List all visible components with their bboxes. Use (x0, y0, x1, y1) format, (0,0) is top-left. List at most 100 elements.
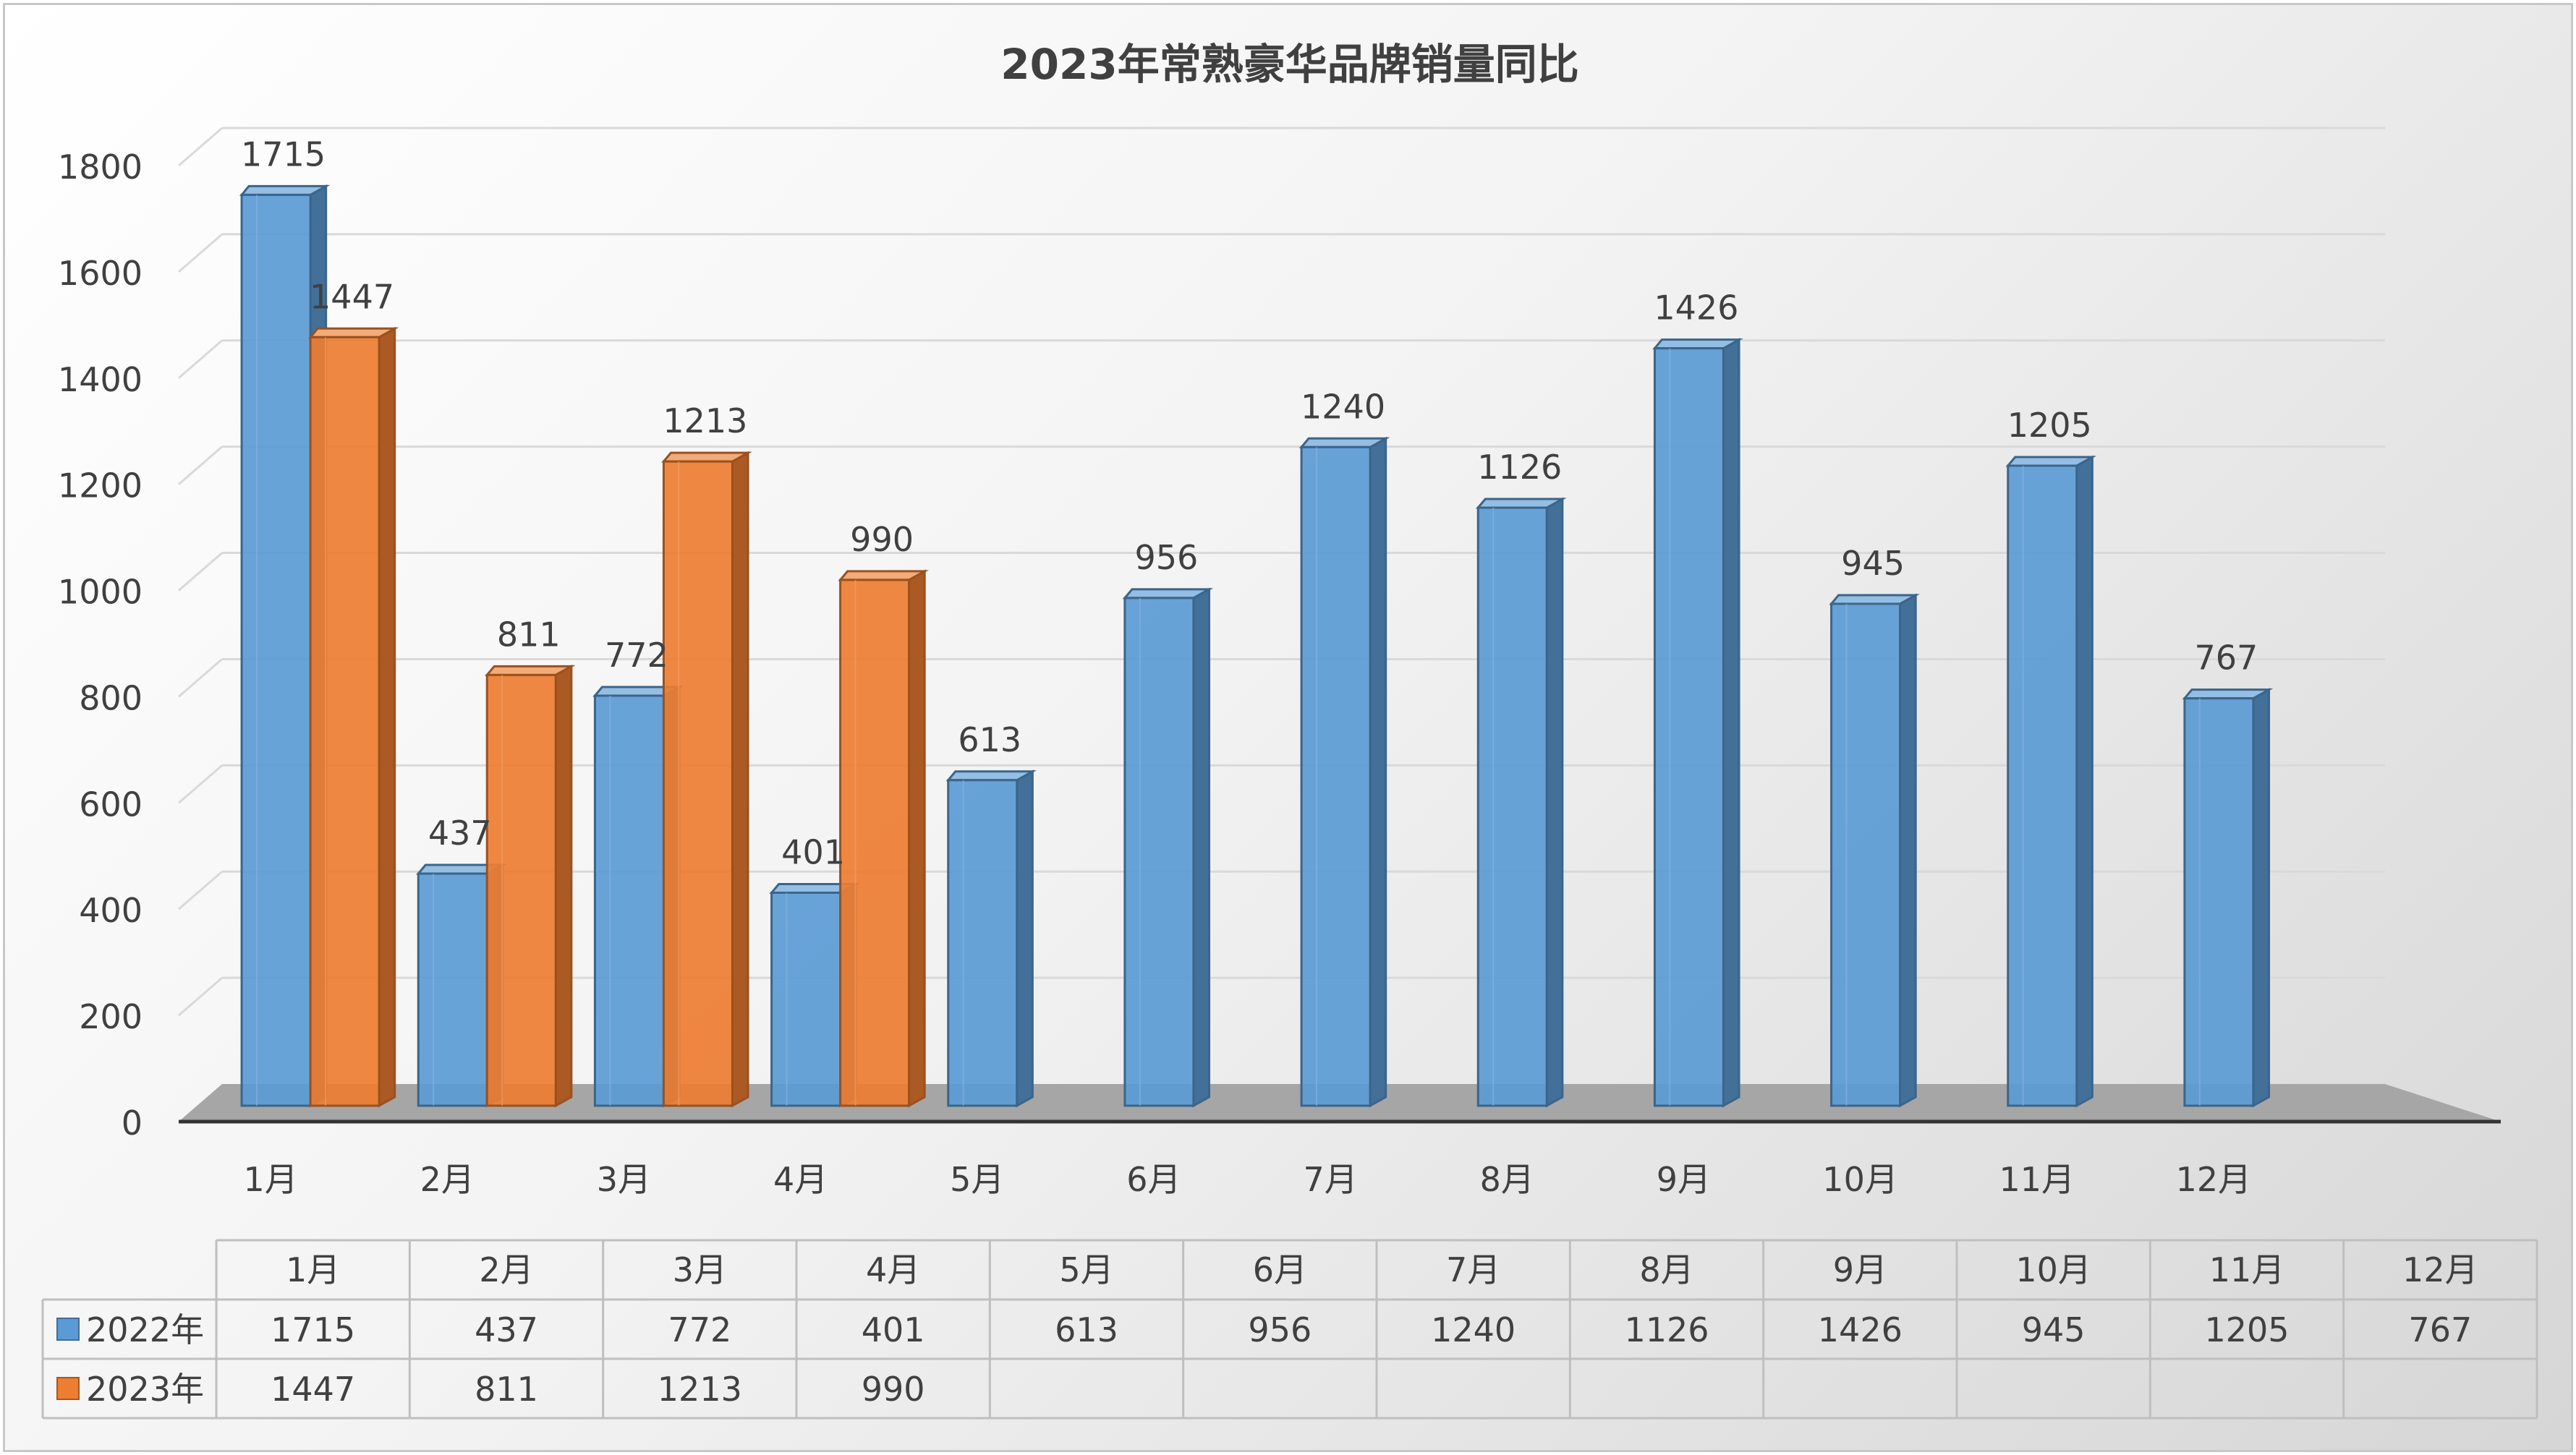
table-header-cell: 5月 (1059, 1250, 1113, 1289)
table-cell: 772 (668, 1310, 731, 1349)
y-tick-label: 600 (79, 785, 143, 824)
bar-1-top (2182, 688, 2274, 700)
bar-1 (945, 769, 1037, 1108)
legend-key-2 (56, 1377, 80, 1400)
bar-1-side (1899, 593, 1917, 1108)
table-cell: 1213 (658, 1370, 742, 1409)
table-header-cell: 2月 (479, 1250, 533, 1289)
data-label: 767 (2195, 639, 2258, 678)
data-label: 945 (1841, 544, 1905, 583)
gridline-diagonal (178, 764, 223, 804)
data-label: 1205 (2007, 406, 2092, 445)
x-tick-label: 4月 (773, 1160, 828, 1199)
bar-1-side (1369, 436, 1387, 1108)
table-cell: 767 (2408, 1310, 2472, 1349)
x-tick-label: 5月 (950, 1160, 1004, 1199)
data-label: 437 (428, 814, 492, 853)
table-header-cell: 9月 (1833, 1250, 1887, 1289)
bar-1-front (2183, 697, 2255, 1107)
bar-2 (485, 664, 576, 1108)
gridline-diagonal (178, 871, 223, 910)
y-tick-label: 800 (79, 678, 143, 717)
y-tick-label: 0 (122, 1104, 143, 1143)
bar-1-top (1652, 338, 1743, 350)
gridline-diagonal (178, 127, 223, 167)
bar-1-side (1722, 338, 1740, 1108)
table-cell: 956 (1248, 1310, 1312, 1349)
bar-1 (1298, 436, 1390, 1108)
bar-2-top (307, 327, 399, 338)
legend-label: 2022年 (86, 1310, 204, 1349)
table-cell: 990 (862, 1370, 925, 1409)
table-header-cell: 7月 (1446, 1250, 1500, 1289)
y-tick-label: 1200 (58, 466, 143, 505)
bar-2-side (731, 451, 749, 1108)
bar-1-side (2075, 455, 2093, 1108)
bar-2-front (309, 336, 381, 1107)
data-table: 1月 2月 3月 4月 5月 6月 7月 8月 9月 10月 11月 12月 2022年 1715 437 7… (41, 1239, 2538, 1420)
bar-1-top (2005, 456, 2097, 467)
y-tick-label: 1600 (58, 254, 143, 293)
bars (239, 184, 2274, 1108)
bar-2 (838, 569, 929, 1108)
x-tick-label: 11月 (1999, 1160, 2075, 1199)
table-cell: 401 (862, 1310, 925, 1349)
table-cell: 811 (475, 1370, 538, 1409)
legend-label: 2023年 (86, 1370, 204, 1409)
bar-1-front (1476, 506, 1548, 1107)
chart-svg: 0 200 400 600 800 1000 1200 1400 1600 1800 1715 14… (41, 40, 2538, 1420)
x-tick-label: 1月 (243, 1160, 297, 1199)
bar-1-front (2007, 464, 2078, 1107)
x-tick-label: 10月 (1822, 1160, 1898, 1199)
x-axis-ticks: 1月 2月 3月 4月 5月 6月 7月 8月 9月 10月 11月 12月 (243, 1160, 2251, 1199)
table-cell: 1126 (1624, 1310, 1709, 1349)
data-label: 613 (958, 720, 1021, 759)
table-cell: 613 (1055, 1310, 1118, 1349)
table-cell: 1205 (2204, 1310, 2289, 1349)
table-header-cell: 10月 (2015, 1250, 2091, 1289)
data-labels: 1715 1447 437 811 772 1213 401 990 613 956 1240 112… (241, 135, 2258, 871)
chart-title: 2023年常熟豪华品牌销量同比 (1000, 40, 1578, 89)
bar-2-side (378, 326, 396, 1108)
bar-1 (1476, 497, 1567, 1108)
bar-2-top (661, 451, 752, 463)
data-label: 1715 (241, 135, 326, 174)
bar-2-front (485, 673, 557, 1107)
bar-1-side (1016, 769, 1034, 1108)
legend-key-1 (56, 1318, 80, 1341)
table-header-cell: 6月 (1253, 1250, 1307, 1289)
bar-1-top (945, 770, 1037, 782)
bar-1-front (593, 694, 665, 1107)
gridline-diagonal (178, 445, 223, 485)
gridline-diagonal (178, 976, 223, 1017)
bar-2-front (839, 579, 911, 1107)
table-cell: 1715 (271, 1310, 355, 1349)
data-label: 990 (850, 520, 914, 559)
bar-1-side (1192, 587, 1211, 1108)
data-label: 1126 (1477, 448, 1562, 487)
x-tick-label: 7月 (1303, 1160, 1357, 1199)
bar-1-front (240, 193, 312, 1107)
bar-1-front (1653, 347, 1725, 1107)
bar-1-top (1829, 594, 1920, 605)
chart-area: 0 200 400 600 800 1000 1200 1400 1600 1800 1715 14… (3, 3, 2573, 1452)
bar-2 (307, 326, 399, 1108)
bar-2-top (485, 665, 576, 676)
bar-2 (661, 451, 752, 1108)
x-tick-label: 12月 (2176, 1160, 2252, 1199)
x-tick-label: 2月 (420, 1160, 475, 1199)
x-tick-label: 8月 (1480, 1160, 1534, 1199)
bar-1-front (1300, 445, 1372, 1107)
table-header-cell: 1月 (286, 1250, 340, 1289)
bar-2-front (662, 460, 734, 1107)
bar-1-top (1476, 498, 1567, 509)
data-label: 1426 (1654, 289, 1738, 328)
bar-1 (1652, 338, 1743, 1108)
table-cell: 1447 (271, 1370, 355, 1409)
bar-2-side (554, 664, 573, 1108)
table-cell: 1240 (1431, 1310, 1516, 1349)
table-cell: 1426 (1818, 1310, 1903, 1349)
bar-1-side (1545, 497, 1564, 1108)
bar-1-side (2252, 688, 2271, 1108)
x-tick-label: 6月 (1126, 1160, 1181, 1199)
